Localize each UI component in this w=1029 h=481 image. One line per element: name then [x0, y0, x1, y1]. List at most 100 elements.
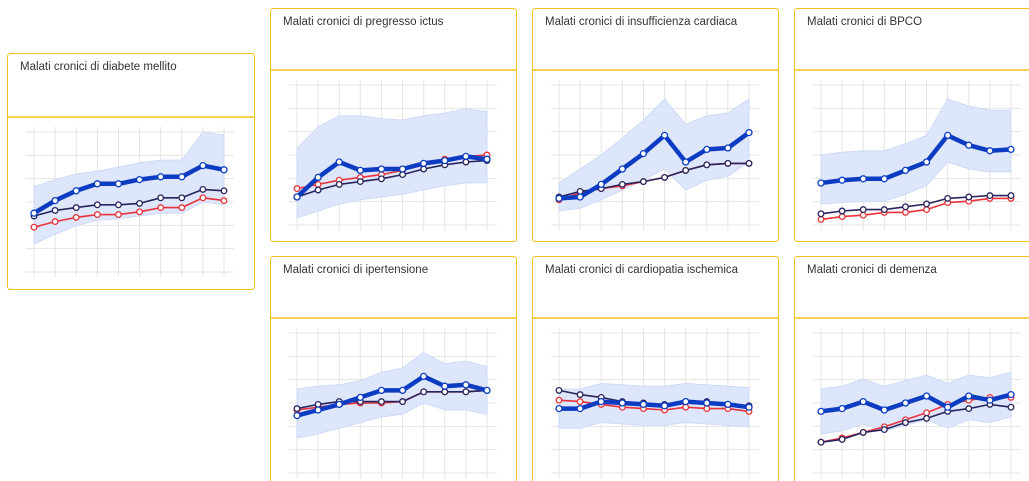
series-point [377, 165, 386, 173]
series-point [859, 428, 867, 436]
series-point [880, 206, 888, 214]
series-point [661, 173, 669, 181]
card-border [794, 256, 1029, 481]
series-point [178, 204, 186, 212]
series-point [817, 407, 825, 416]
series-point [745, 159, 753, 167]
series-point [922, 158, 931, 166]
series-point [703, 145, 711, 154]
series-point [377, 175, 385, 183]
series-point [441, 156, 449, 165]
series-point [399, 398, 407, 406]
series-point [923, 414, 931, 422]
series-point [965, 405, 973, 413]
series-point [923, 409, 931, 417]
series-point [859, 211, 867, 219]
series-point [398, 386, 407, 395]
series-point [335, 158, 343, 166]
series-point [51, 196, 59, 205]
series-line [296, 374, 488, 418]
series-point [639, 149, 648, 158]
series-point [838, 213, 846, 221]
series-point [576, 391, 584, 399]
series-point [923, 206, 931, 214]
series-point [178, 194, 186, 202]
series-point [420, 159, 428, 168]
series-point [555, 404, 563, 413]
series-point [462, 152, 470, 161]
series-point [682, 397, 690, 406]
series-line [296, 389, 488, 410]
series-point [745, 403, 753, 411]
series-point [51, 218, 59, 226]
series-line [33, 197, 225, 228]
series-point [136, 208, 144, 216]
series-point [618, 399, 626, 407]
series-point [880, 175, 888, 183]
card-title: Malati cronici di insufficienza cardiaca [545, 16, 738, 28]
series-point [72, 187, 80, 195]
chart-card: Malati cronici di diabete mellito [7, 53, 255, 290]
chart-card: Malati cronici di cardiopatia ischemica [532, 256, 779, 481]
series-point [944, 194, 952, 202]
series-point [136, 199, 144, 207]
series-point [420, 372, 428, 381]
series-point [93, 201, 101, 209]
series-point [220, 197, 228, 205]
series-point [314, 180, 322, 188]
series-point [745, 128, 753, 137]
series-point [986, 192, 994, 200]
series-point [199, 161, 207, 170]
series-point [703, 399, 711, 407]
series-point [618, 165, 626, 173]
chart-card: Malati cronici di insufficienza cardiaca [532, 8, 779, 242]
card-title: Malati cronici di ipertensione [283, 264, 428, 276]
series-point [922, 392, 931, 400]
series-line [32, 163, 225, 216]
series-point [114, 201, 122, 209]
series-point [72, 213, 80, 221]
card-title: Malati cronici di cardiopatia ischemica [545, 264, 739, 276]
series-point [314, 186, 322, 194]
series-point [682, 166, 690, 174]
series-point [1007, 192, 1015, 200]
chart-card: Malati cronici di demenza [794, 256, 1029, 481]
series-point [356, 393, 364, 402]
series-point [576, 404, 584, 413]
series-point [462, 388, 470, 396]
series-point [944, 131, 952, 140]
series-point [724, 400, 732, 409]
series-point [724, 159, 732, 167]
series-point [880, 426, 888, 434]
chart-card: Malati cronici di pregresso ictus [270, 8, 517, 242]
series-line [820, 194, 1011, 215]
series-point [51, 206, 59, 214]
card-title: Malati cronici di diabete mellito [20, 61, 177, 73]
series-point [199, 185, 207, 193]
series-point [901, 166, 910, 175]
series-point [293, 185, 301, 193]
series-point [220, 187, 228, 195]
series-point [859, 397, 867, 406]
series-point [703, 161, 711, 169]
series-line [820, 197, 1011, 221]
card-title: Malati cronici di demenza [807, 264, 937, 276]
series-point [639, 400, 648, 409]
series-point [220, 166, 228, 174]
series-point [838, 435, 846, 443]
series-point [1007, 145, 1015, 154]
series-point [377, 386, 386, 395]
series-line [820, 392, 1012, 414]
series-point [114, 211, 122, 219]
series-point [30, 209, 38, 217]
series-point [965, 193, 973, 201]
series-point [859, 175, 867, 183]
card-title: Malati cronici di pregresso ictus [283, 16, 444, 28]
series-point [880, 406, 888, 414]
series-point [314, 173, 322, 182]
series-line [296, 159, 488, 198]
series-point [462, 381, 470, 389]
series-point [157, 194, 165, 202]
